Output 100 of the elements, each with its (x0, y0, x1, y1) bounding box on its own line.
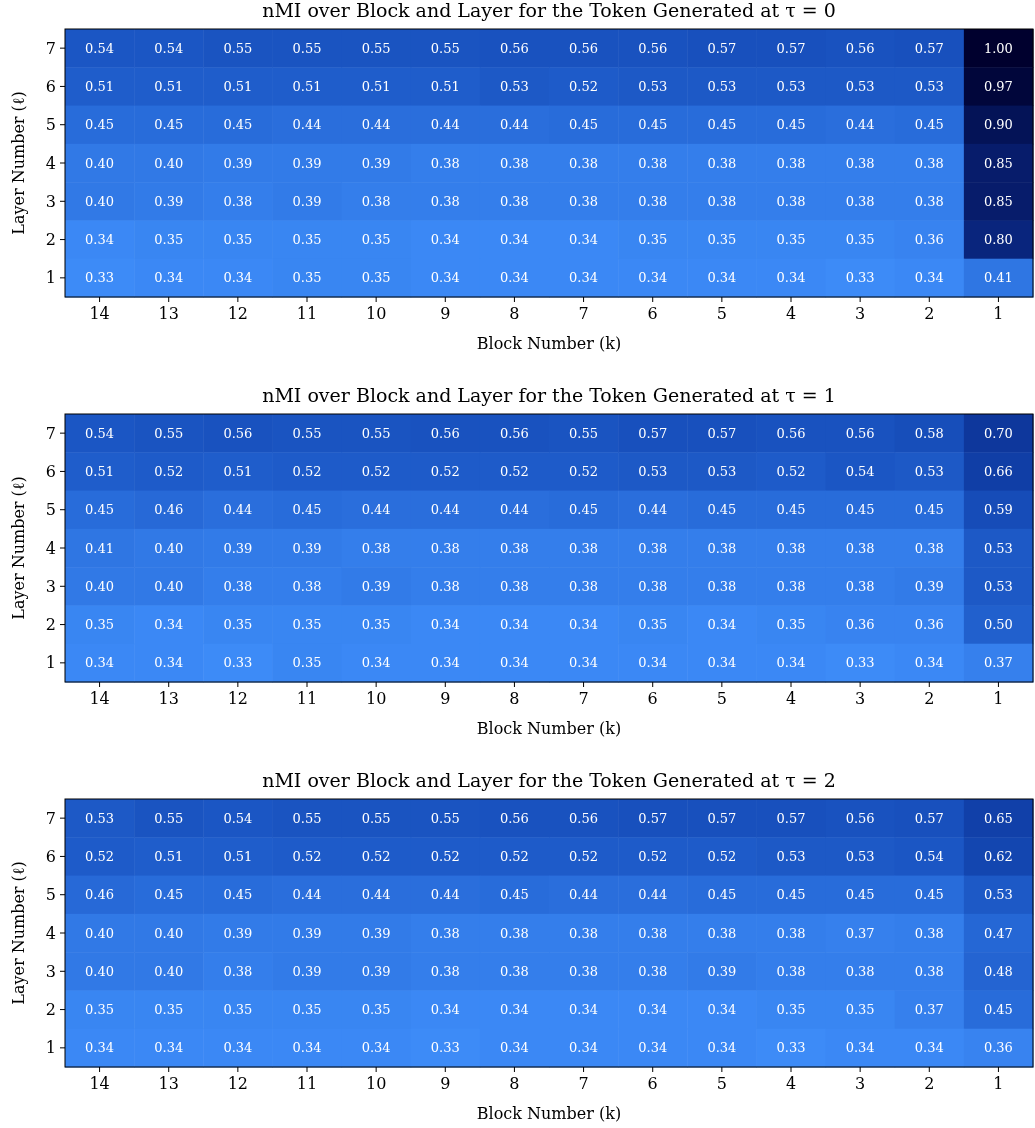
data-label: 0.37 (914, 1002, 944, 1018)
data-label: 0.57 (638, 425, 668, 441)
data-label: 0.34 (776, 655, 806, 671)
data-label: 0.34 (845, 1040, 875, 1056)
data-label: 0.34 (638, 270, 668, 286)
data-label: 0.38 (223, 963, 253, 979)
data-label: 0.51 (154, 78, 184, 94)
data-label: 0.36 (845, 617, 875, 633)
data-label: 0.39 (223, 155, 253, 171)
data-label: 0.44 (361, 117, 391, 133)
y-tick-label: 5 (45, 500, 56, 520)
data-label: 0.97 (983, 78, 1013, 94)
data-label: 0.46 (85, 887, 115, 903)
y-tick-label: 6 (45, 77, 56, 97)
data-label: 0.38 (430, 540, 460, 556)
data-label: 0.45 (292, 502, 322, 518)
data-label: 0.34 (154, 655, 184, 671)
y-tick-label: 3 (45, 576, 56, 596)
data-label: 0.35 (707, 232, 737, 248)
x-tick-label: 12 (227, 304, 249, 323)
data-label: 0.56 (569, 40, 599, 56)
data-label: 0.38 (638, 155, 668, 171)
data-label: 0.38 (776, 155, 806, 171)
data-label: 0.45 (707, 887, 737, 903)
data-label: 0.39 (361, 963, 391, 979)
data-label: 0.45 (776, 117, 806, 133)
y-tick-label: 5 (45, 115, 56, 135)
data-label: 0.52 (569, 78, 599, 94)
data-label: 0.38 (361, 193, 391, 209)
data-label: 0.38 (845, 540, 875, 556)
data-label: 0.34 (569, 1040, 599, 1056)
data-label: 0.52 (85, 848, 115, 864)
data-label: 0.34 (361, 655, 391, 671)
data-label: 0.44 (638, 502, 668, 518)
data-label: 0.53 (845, 78, 875, 94)
data-label: 0.52 (499, 848, 529, 864)
data-label: 0.51 (292, 78, 322, 94)
data-label: 0.39 (707, 963, 737, 979)
data-label: 0.38 (499, 925, 529, 941)
data-label: 0.34 (154, 1040, 184, 1056)
data-label: 0.51 (85, 78, 115, 94)
x-tick-label: 8 (509, 304, 520, 323)
data-label: 0.55 (223, 40, 253, 56)
data-label: 0.38 (361, 540, 391, 556)
y-tick-label: 1 (45, 653, 56, 673)
data-label: 0.56 (776, 425, 806, 441)
data-label: 0.55 (154, 810, 184, 826)
x-tick-label: 11 (296, 304, 318, 323)
data-label: 0.38 (569, 540, 599, 556)
data-label: 0.52 (292, 848, 322, 864)
data-label: 0.54 (914, 848, 944, 864)
data-label: 0.56 (430, 425, 460, 441)
data-label: 0.38 (776, 193, 806, 209)
data-label: 0.45 (914, 117, 944, 133)
data-label: 0.34 (707, 1002, 737, 1018)
data-label: 0.38 (223, 578, 253, 594)
data-label: 0.34 (638, 655, 668, 671)
data-label: 0.38 (223, 193, 253, 209)
x-tick-label: 6 (647, 1074, 658, 1093)
data-label: 0.53 (707, 463, 737, 479)
x-tick-label: 11 (296, 1074, 318, 1093)
x-tick-label: 4 (785, 1074, 797, 1093)
data-label: 0.56 (638, 40, 668, 56)
data-label: 0.38 (499, 155, 529, 171)
data-label: 0.34 (223, 270, 253, 286)
data-label: 0.38 (845, 193, 875, 209)
data-label: 0.40 (85, 155, 115, 171)
data-label: 0.44 (361, 502, 391, 518)
data-label: 0.39 (292, 540, 322, 556)
data-label: 0.38 (499, 193, 529, 209)
x-tick-label: 4 (785, 304, 797, 323)
data-label: 0.35 (154, 1002, 184, 1018)
data-label: 0.52 (776, 463, 806, 479)
data-label: 0.38 (776, 578, 806, 594)
data-label: 0.44 (499, 117, 529, 133)
data-label: 0.34 (292, 1040, 322, 1056)
data-label: 0.45 (638, 117, 668, 133)
data-label: 0.44 (430, 117, 460, 133)
x-tick-label: 10 (365, 689, 387, 708)
data-label: 0.40 (85, 963, 115, 979)
data-label: 0.54 (85, 40, 115, 56)
data-label: 0.53 (638, 463, 668, 479)
data-label: 0.34 (569, 655, 599, 671)
x-tick-label: 10 (365, 1074, 387, 1093)
data-label: 0.51 (85, 463, 115, 479)
data-label: 0.52 (430, 848, 460, 864)
data-label: 0.56 (845, 40, 875, 56)
data-label: 0.62 (983, 848, 1013, 864)
data-label: 0.35 (223, 617, 253, 633)
data-label: 0.35 (845, 232, 875, 248)
data-label: 0.45 (707, 502, 737, 518)
data-label: 0.35 (776, 1002, 806, 1018)
data-label: 0.38 (776, 540, 806, 556)
data-label: 0.47 (983, 925, 1013, 941)
data-label: 0.52 (638, 848, 668, 864)
data-label: 0.38 (914, 540, 944, 556)
data-label: 0.56 (845, 425, 875, 441)
data-label: 0.52 (569, 848, 599, 864)
data-label: 0.34 (430, 232, 460, 248)
data-label: 0.44 (499, 502, 529, 518)
